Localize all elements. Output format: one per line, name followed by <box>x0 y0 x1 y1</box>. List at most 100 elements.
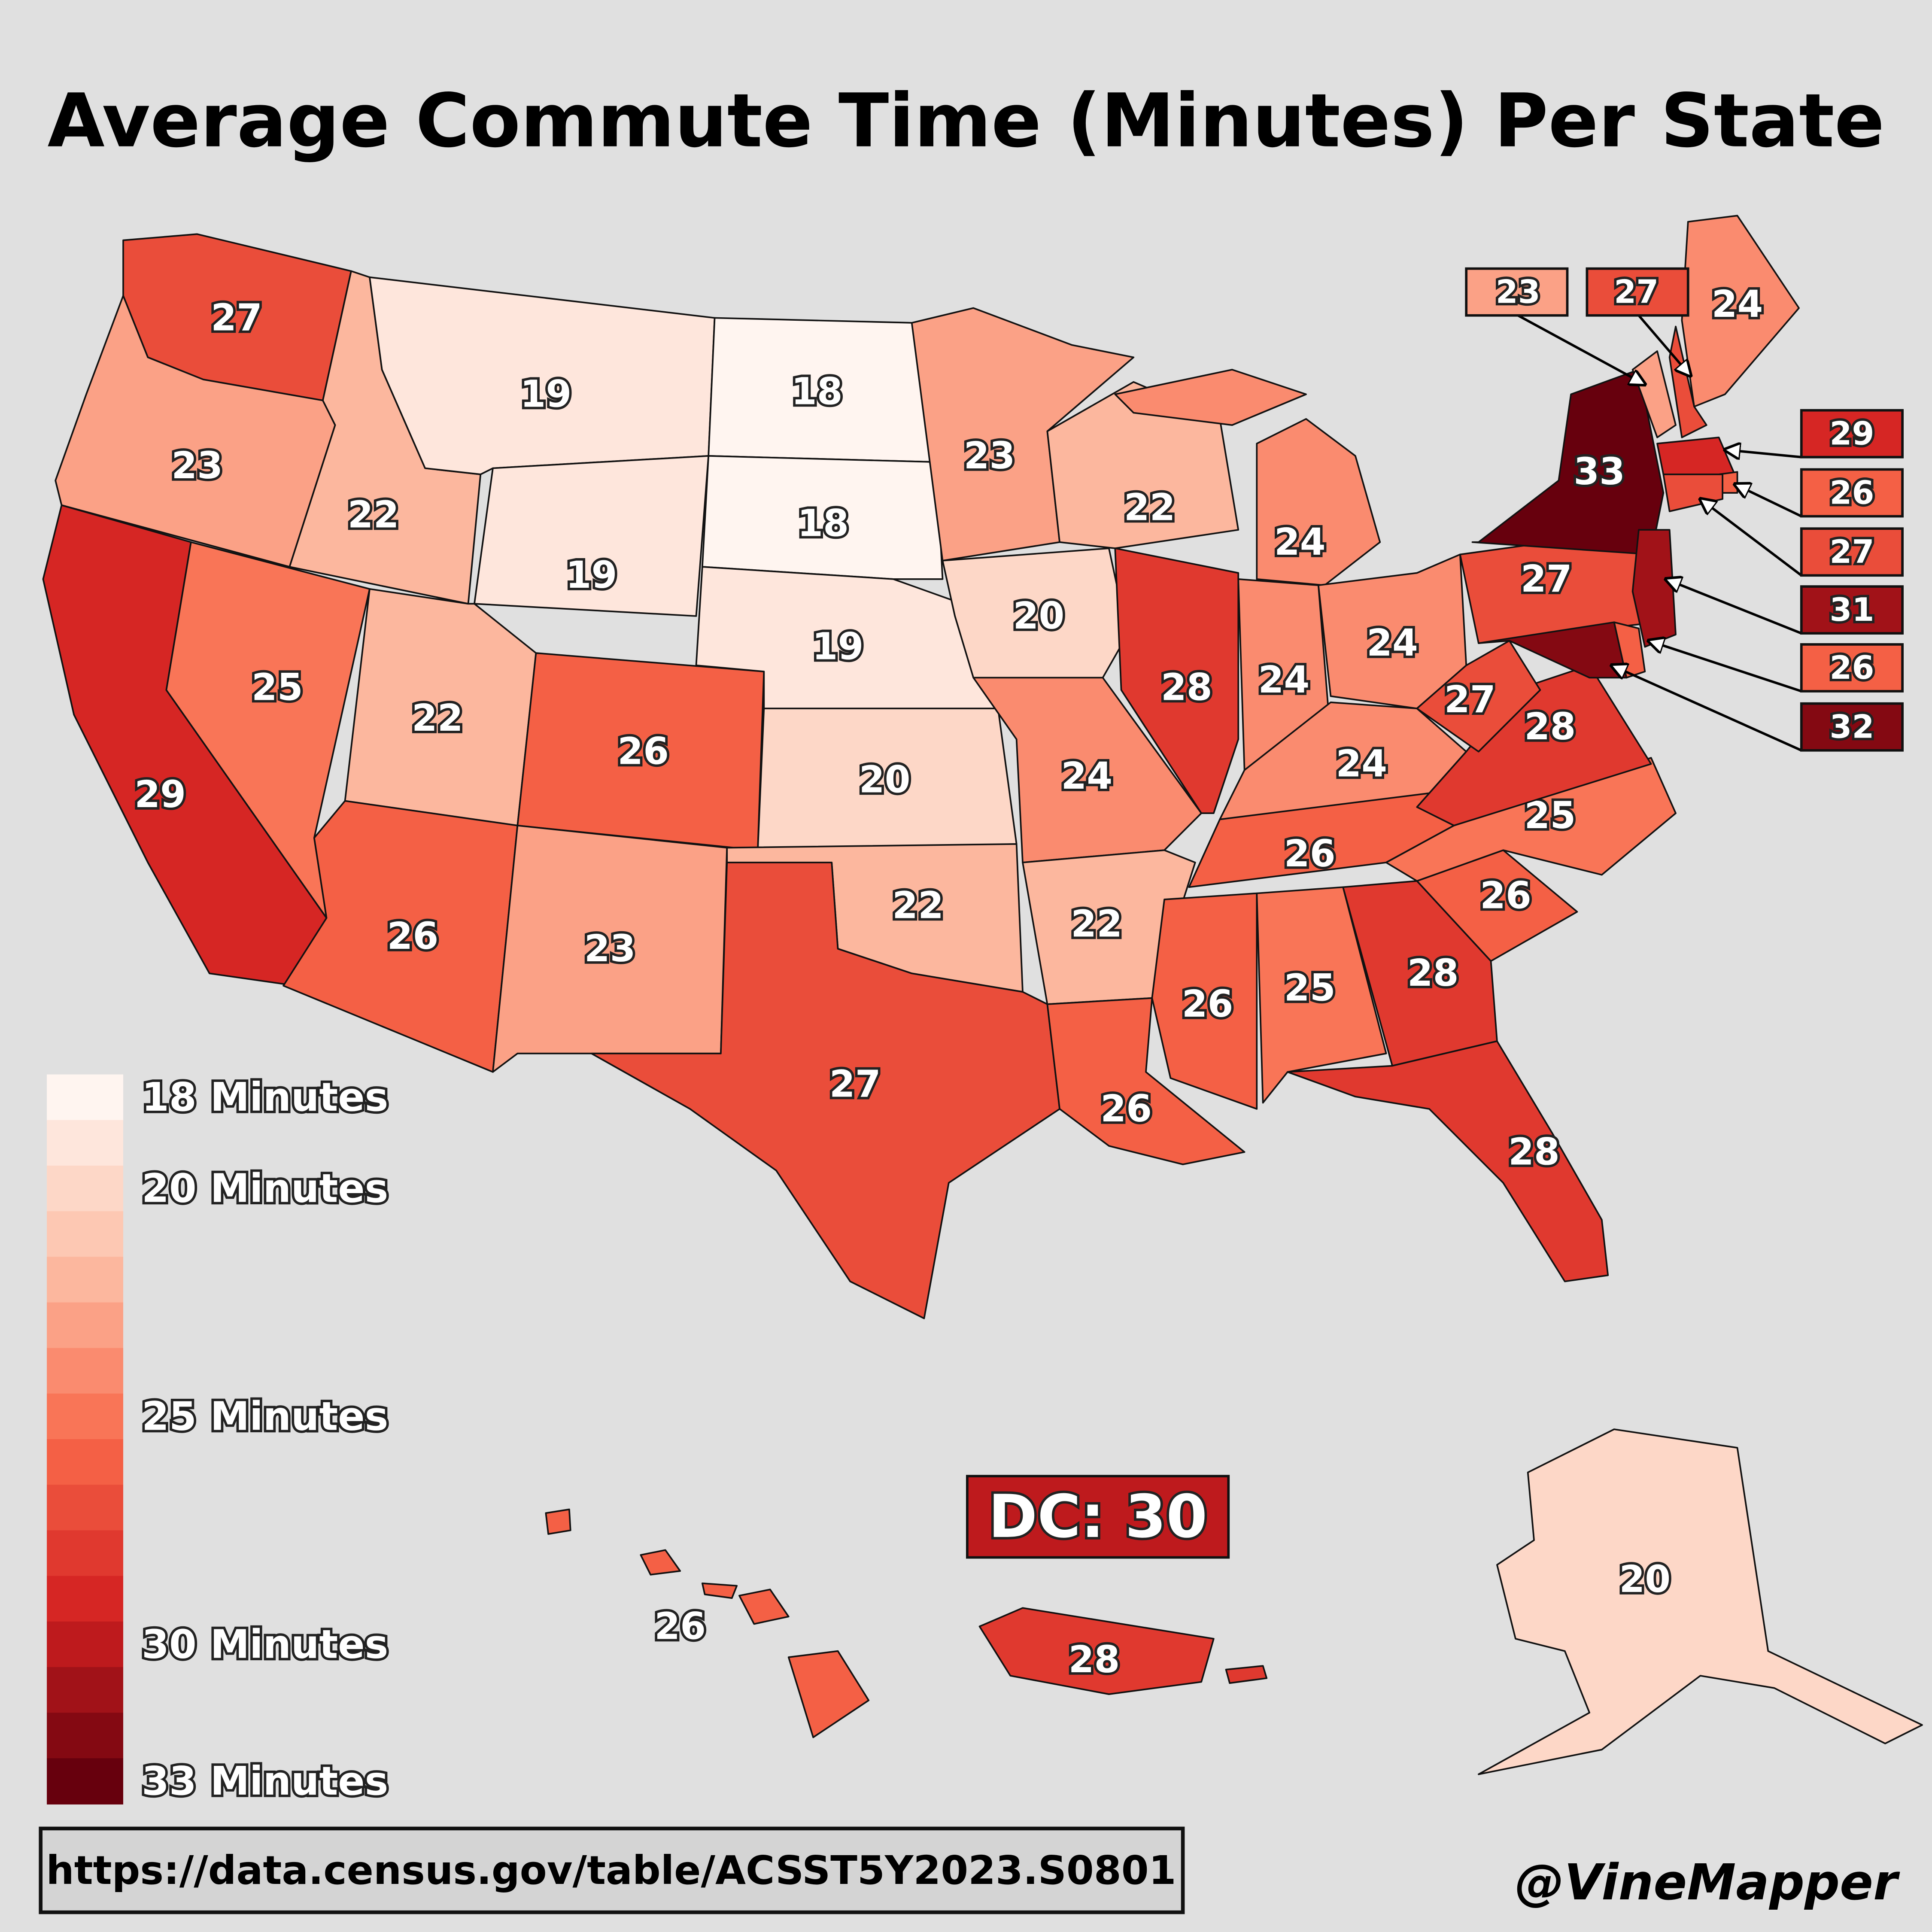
state <box>545 1508 571 1535</box>
state-value: 28 <box>1069 1638 1120 1681</box>
legend-swatch <box>47 1302 123 1349</box>
state <box>1478 1428 1923 1775</box>
state-value: 28 <box>1161 666 1212 709</box>
legend-swatch <box>47 1120 123 1166</box>
legend-swatch <box>47 1393 123 1440</box>
state-value: 26 <box>617 730 669 773</box>
legend-swatch <box>47 1257 123 1303</box>
dc-box <box>966 1475 1230 1559</box>
state <box>1046 997 1245 1165</box>
state <box>590 862 1060 1319</box>
callout-box <box>1800 585 1904 635</box>
callout-box <box>1800 643 1904 693</box>
callout-box <box>1800 468 1904 518</box>
state <box>1114 547 1239 814</box>
state-value: 26 <box>1100 1088 1152 1130</box>
callout-box <box>1800 527 1904 577</box>
state-value: 22 <box>892 884 944 927</box>
state <box>1046 381 1239 549</box>
legend-swatch <box>47 1667 123 1713</box>
legend-swatch <box>47 1211 123 1258</box>
legend-label: 25 Minutes <box>142 1393 388 1439</box>
state <box>474 455 710 617</box>
state-value: 29 <box>134 773 186 816</box>
state-value: 27 <box>1830 533 1874 571</box>
state-value: 24 <box>1367 622 1418 665</box>
state-value: 26 <box>1830 474 1874 511</box>
state-value: 28 <box>1407 952 1459 995</box>
dc-label: DC: 30 <box>988 1482 1207 1551</box>
callout-box <box>1465 267 1569 317</box>
legend-swatch <box>47 1074 123 1121</box>
state-value: 26 <box>654 1605 706 1648</box>
state-value: 23 <box>1496 273 1540 311</box>
legend-label: 18 Minutes <box>142 1074 388 1120</box>
state-value: 33 <box>1574 450 1625 493</box>
legend-swatch <box>47 1758 123 1804</box>
state-value: 27 <box>1444 678 1496 721</box>
state-value: 19 <box>566 554 617 597</box>
state-value: 22 <box>1124 486 1176 529</box>
state-value: 18 <box>797 502 849 545</box>
state <box>738 1589 790 1625</box>
legend-label: 30 Minutes <box>142 1621 388 1667</box>
legend: 18 Minutes 20 Minutes 25 Minutes 30 Minutes… <box>47 1072 391 1807</box>
legend-swatch <box>47 1713 123 1759</box>
legend-label: 33 Minutes <box>142 1758 388 1804</box>
legend-swatch <box>47 1576 123 1622</box>
callout-line <box>1735 484 1802 518</box>
state-value: 22 <box>412 697 463 740</box>
callout-box <box>1800 409 1904 459</box>
source-box <box>39 1826 1185 1914</box>
credit: @VineMapper <box>1515 1854 1900 1911</box>
legend-swatch <box>47 1485 123 1531</box>
legend-label: 20 Minutes <box>142 1166 388 1212</box>
state-value: 29 <box>1830 415 1874 453</box>
state-value: 26 <box>1182 983 1233 1026</box>
state-value: 18 <box>791 371 843 413</box>
state-value: 20 <box>859 759 911 802</box>
state-value: 28 <box>1524 705 1576 748</box>
state-value: 27 <box>211 296 262 339</box>
state <box>911 307 1135 562</box>
state <box>1114 369 1307 426</box>
state-value: 28 <box>1508 1130 1560 1173</box>
state-value: 32 <box>1830 708 1874 746</box>
state <box>1256 418 1381 586</box>
state-value: 20 <box>1619 1558 1671 1601</box>
legend-swatch <box>47 1348 123 1394</box>
state <box>1471 369 1665 556</box>
state-value: 23 <box>584 927 636 970</box>
state <box>1416 640 1541 753</box>
state-value: 20 <box>1013 595 1064 638</box>
state <box>1287 1040 1609 1282</box>
state-value: 23 <box>171 444 223 487</box>
state <box>640 1549 681 1576</box>
state <box>1681 215 1800 407</box>
callout-line <box>1700 499 1802 577</box>
state-value: 27 <box>1614 273 1659 311</box>
state-value: 25 <box>1284 967 1336 1010</box>
legend-swatch <box>47 1165 123 1212</box>
callout-line <box>1725 450 1802 457</box>
callout-line <box>1612 665 1802 752</box>
state-value: 25 <box>252 666 303 709</box>
state-value: 26 <box>1830 649 1874 687</box>
state-value: 26 <box>387 915 439 958</box>
state-value: 26 <box>1480 874 1531 917</box>
state-value: 24 <box>1274 521 1326 564</box>
state <box>701 455 944 580</box>
title: Average Commute Time (Minutes) Per State <box>48 78 1885 164</box>
state-value: 24 <box>1336 742 1387 785</box>
states: 27 23 29 22 25 19 19 22 26 26 23 18 18 19 20 22 27 23 20 24… <box>42 215 1923 1775</box>
callout-box <box>1586 267 1689 317</box>
state-value: 23 <box>964 434 1015 477</box>
state <box>787 1650 870 1738</box>
state-value: 22 <box>348 494 399 537</box>
state-value: 19 <box>812 626 864 668</box>
state-value: 27 <box>1521 558 1572 601</box>
state-value: 19 <box>520 373 571 416</box>
callout-line <box>1666 579 1802 635</box>
callout-line <box>1517 314 1645 385</box>
